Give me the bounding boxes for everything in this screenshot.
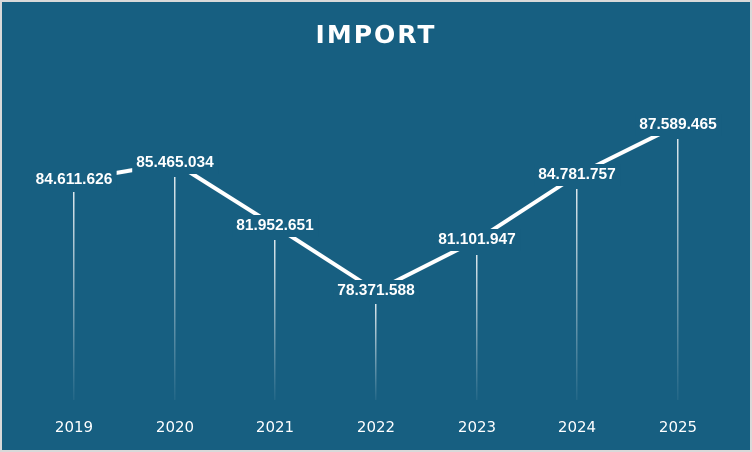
data-label: 84.611.626	[31, 169, 117, 191]
x-tick-label: 2022	[356, 418, 396, 436]
drop-line	[375, 304, 377, 400]
x-tick-label: 2020	[155, 418, 195, 436]
x-tick-label: 2024	[557, 418, 597, 436]
chart-title: IMPORT	[315, 20, 437, 49]
data-label: 81.952.651	[232, 215, 318, 237]
data-label: 84.781.757	[534, 164, 620, 186]
x-tick-label: 2025	[658, 418, 698, 436]
data-label: 78.371.588	[333, 280, 419, 302]
drop-line	[73, 192, 75, 400]
drop-line	[274, 240, 276, 400]
drop-lines	[73, 139, 679, 400]
x-tick-label: 2021	[255, 418, 295, 436]
x-tick-label: 2019	[54, 418, 94, 436]
data-label: 85.465.034	[132, 152, 218, 174]
drop-line	[576, 189, 578, 400]
series-line	[73, 123, 679, 293]
drop-line	[174, 177, 176, 400]
data-label: 81.101.947	[434, 229, 520, 251]
x-tick-label: 2023	[457, 418, 497, 436]
drop-line	[476, 255, 478, 400]
data-label: 87.589.465	[635, 114, 721, 136]
drop-line	[677, 139, 679, 400]
